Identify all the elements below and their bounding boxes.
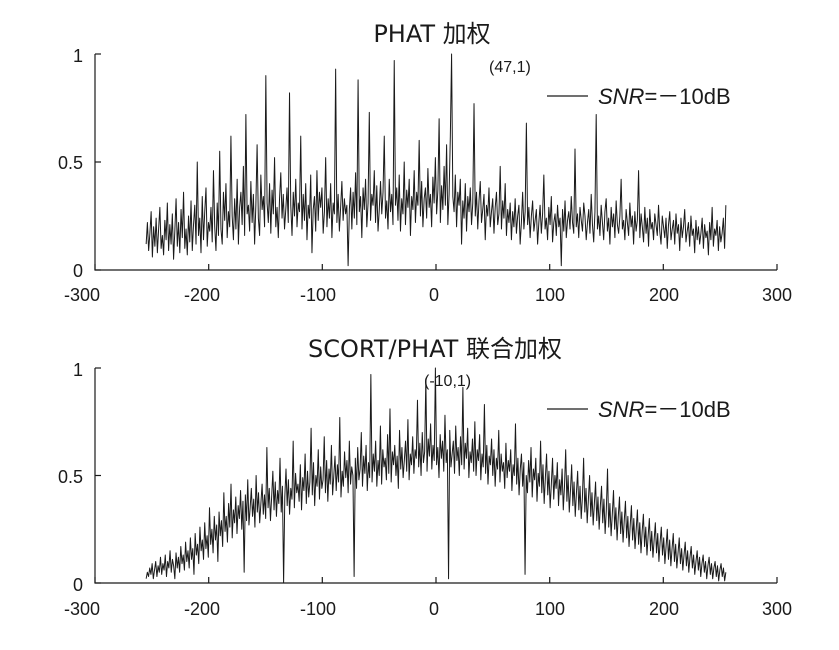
x-tick-label: -300: [64, 285, 100, 305]
series-line: [145, 367, 727, 584]
x-tick-label: 0: [429, 285, 439, 305]
x-tick-label: 200: [649, 599, 679, 619]
y-tick-label: 0.5: [58, 467, 83, 487]
legend-label: SNR=－10dB: [598, 397, 731, 422]
legend: SNR=－10dB: [547, 397, 731, 422]
y-tick-label: 1: [73, 46, 83, 66]
chart-title: SCORT/PHAT 联合加权: [308, 335, 562, 363]
y-tick-label: 0: [73, 575, 83, 595]
x-tick-label: -200: [184, 285, 220, 305]
x-ticks: -300 -200 -100 0 100 200 300: [64, 264, 792, 305]
y-ticks: 1 0.5 0: [58, 46, 101, 281]
y-ticks: 1 0.5 0: [58, 360, 101, 595]
x-tick-label: 0: [429, 599, 439, 619]
y-tick-label: 0.5: [58, 153, 83, 173]
x-tick-label: 200: [649, 285, 679, 305]
legend-label: SNR=－10dB: [598, 84, 731, 109]
chart-title: PHAT 加权: [373, 20, 490, 48]
x-tick-label: 100: [535, 599, 565, 619]
peak-annotation: (47,1): [489, 59, 531, 76]
x-tick-label: 100: [535, 285, 565, 305]
x-tick-label: -300: [64, 599, 100, 619]
y-tick-label: 1: [73, 360, 83, 380]
legend: SNR=－10dB: [547, 84, 731, 109]
series-line: [145, 53, 727, 267]
y-tick-label: 0: [73, 261, 83, 281]
x-tick-label: -100: [300, 599, 336, 619]
peak-annotation: (-10,1): [424, 373, 471, 390]
x-tick-label: -200: [184, 599, 220, 619]
x-tick-label: 300: [762, 285, 792, 305]
x-tick-label: -100: [300, 285, 336, 305]
x-tick-label: 300: [762, 599, 792, 619]
panel-scot-phat: SCORT/PHAT 联合加权 1 0.5 0 -300 -200 -100 0…: [58, 335, 792, 619]
panel-phat: PHAT 加权 1 0.5 0 -300 -200 -100 0 100 200…: [58, 20, 792, 305]
x-ticks: -300 -200 -100 0 100 200 300: [64, 577, 792, 619]
